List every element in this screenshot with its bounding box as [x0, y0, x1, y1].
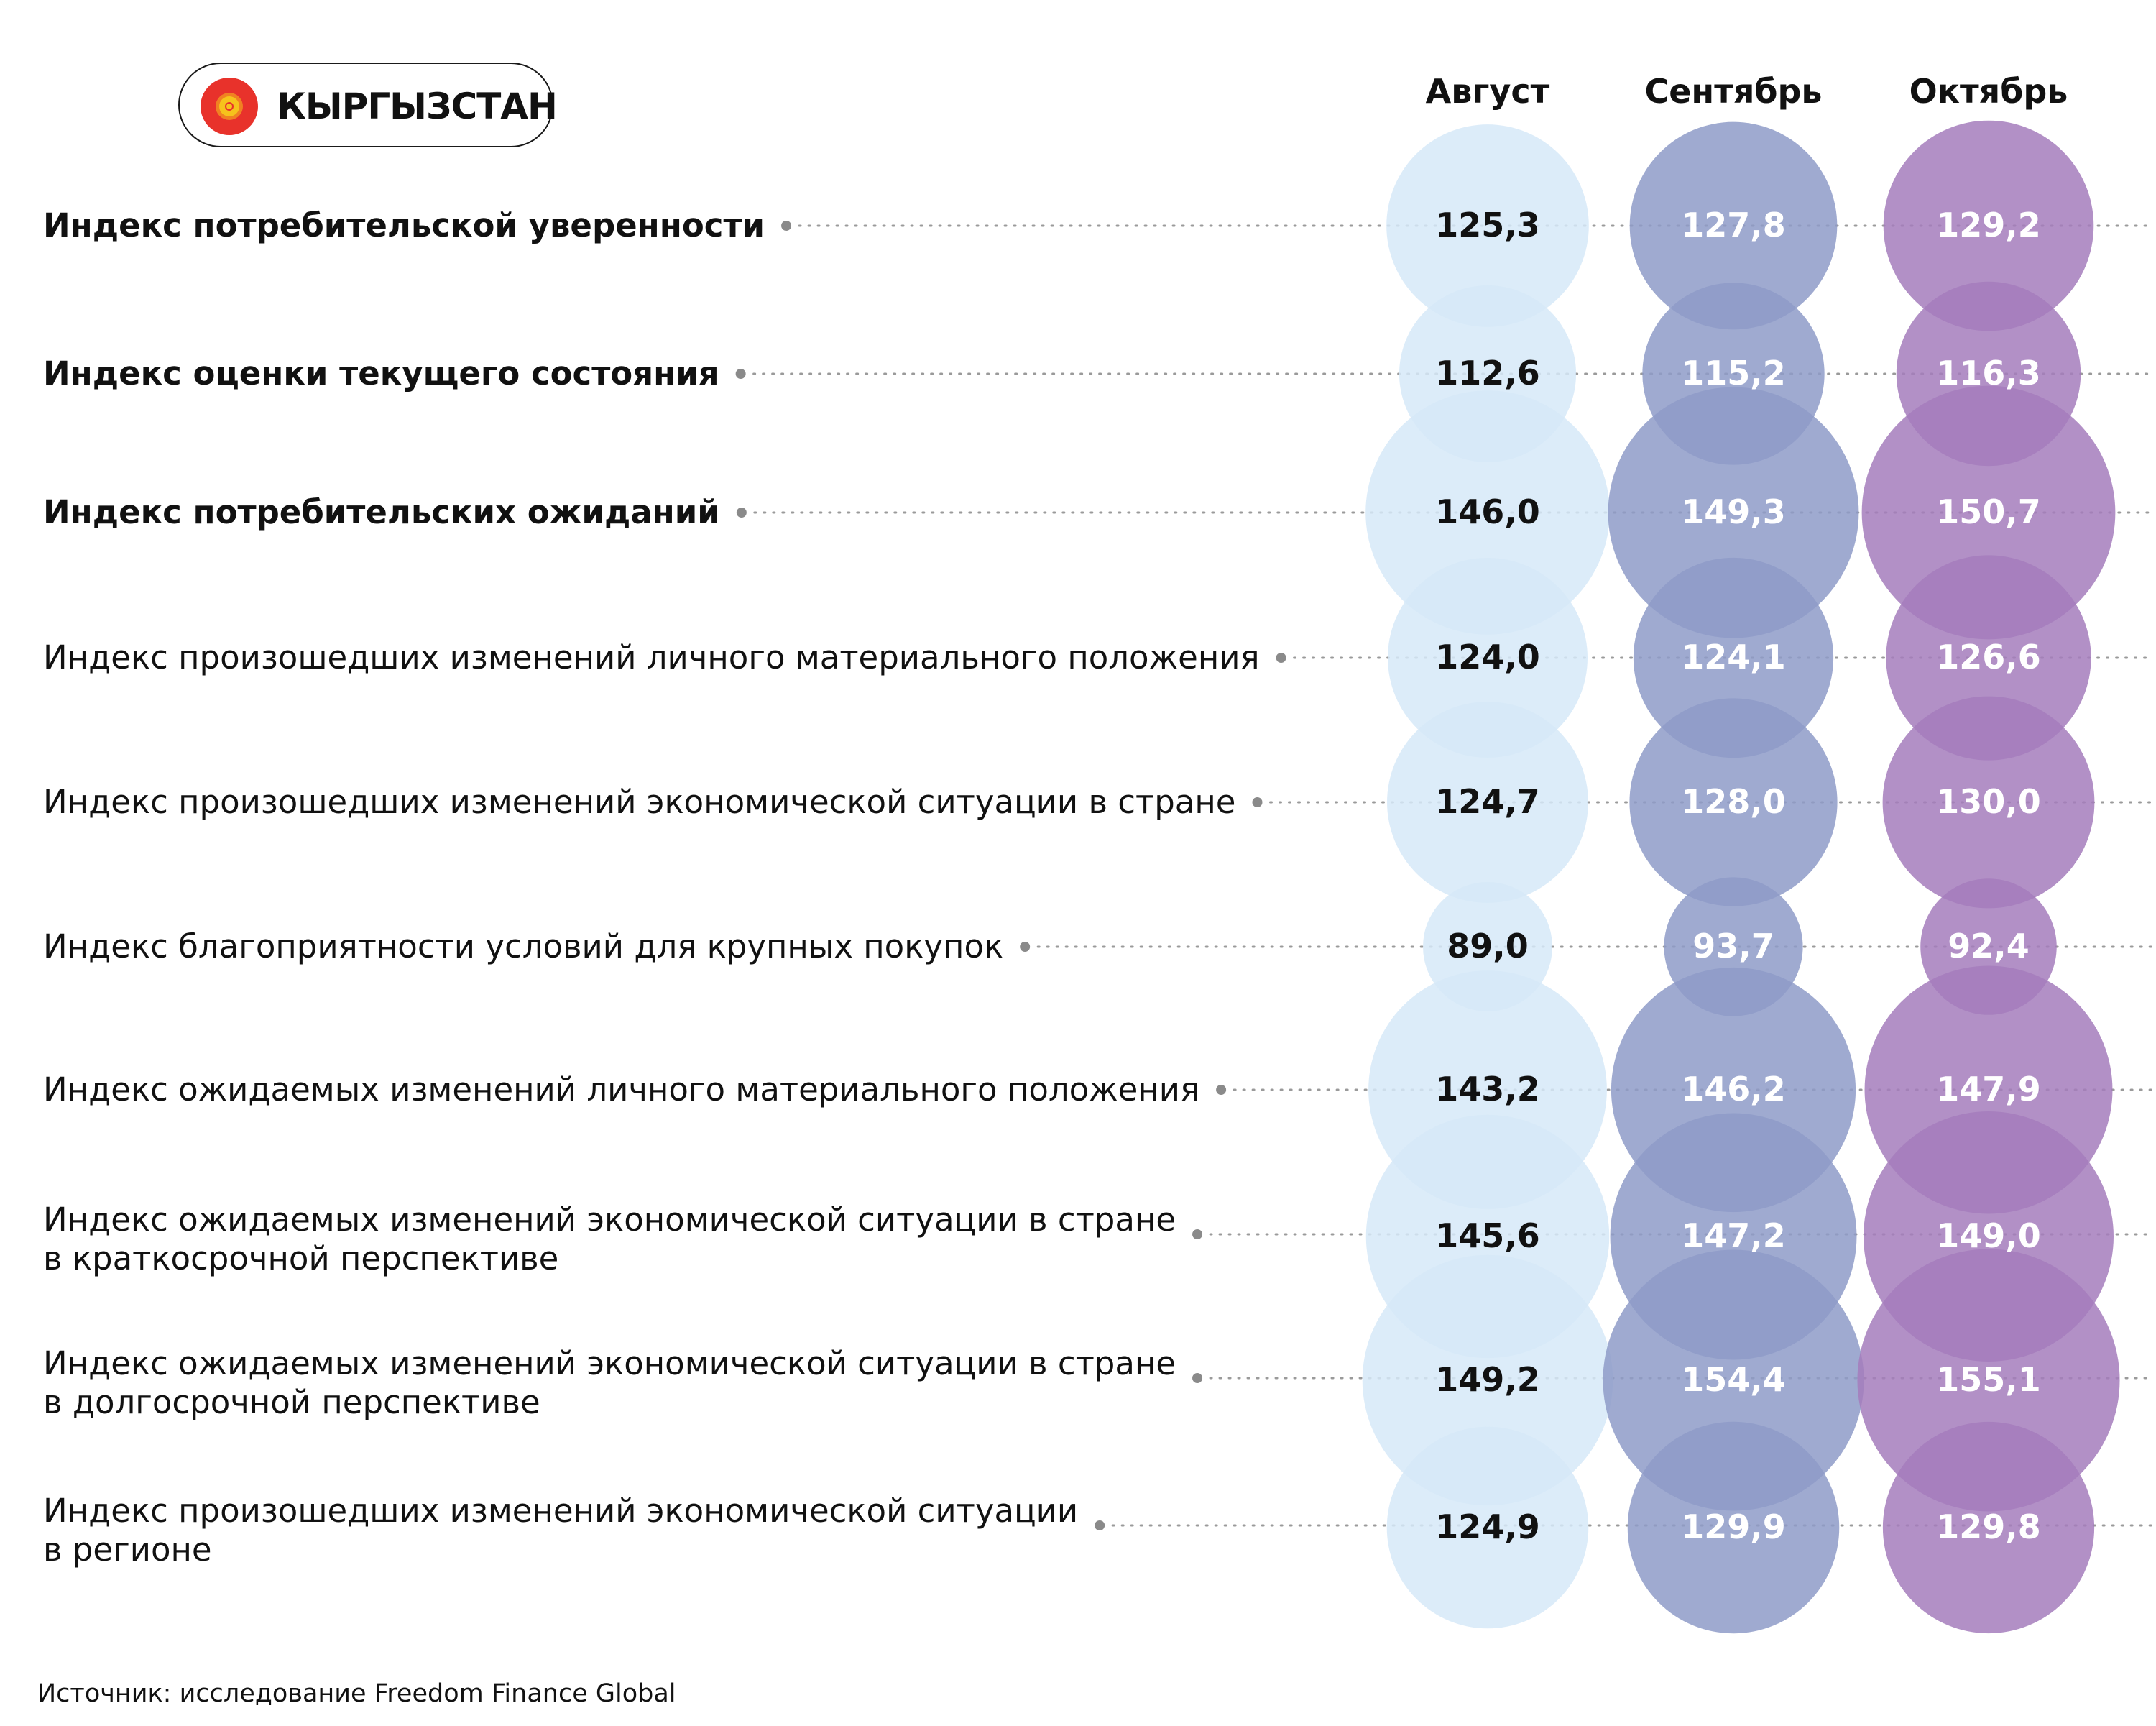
- row-label: Индекс потребительских ожиданий: [43, 493, 720, 531]
- leader-dot: [1192, 1373, 1203, 1383]
- data-label: 146,0: [1435, 492, 1540, 531]
- data-label: 149,3: [1681, 492, 1786, 531]
- data-label: 112,6: [1435, 354, 1540, 393]
- row-label: Индекс ожидаемых изменений экономической…: [43, 1201, 1176, 1239]
- kyrgyzstan-flag-icon: [201, 78, 258, 135]
- value-bubble: [1386, 1426, 1589, 1629]
- row-label: Индекс произошедших изменений личного ма…: [43, 638, 1260, 676]
- value-bubble: [1886, 555, 2091, 761]
- leader-dot: [1252, 797, 1263, 807]
- value-bubble: [1386, 124, 1589, 327]
- data-label: 130,0: [1936, 782, 2041, 821]
- column-header: Октябрь: [1909, 72, 2068, 111]
- leader-dot: [1020, 942, 1031, 952]
- data-label: 149,0: [1936, 1216, 2041, 1255]
- value-bubble: [1627, 1421, 1840, 1634]
- row-label: Индекс произошедших изменений экономичес…: [43, 783, 1236, 821]
- data-label: 93,7: [1692, 927, 1774, 965]
- value-bubble: [1388, 558, 1588, 758]
- value-bubble: [1633, 557, 1834, 758]
- value-bubble: [1387, 702, 1588, 903]
- row-label: в долгосрочной перспективе: [43, 1383, 540, 1421]
- row-label: Индекс ожидаемых изменений экономической…: [43, 1344, 1176, 1382]
- row-label: Индекс оценки текущего состояния: [43, 354, 719, 393]
- data-label: 143,2: [1435, 1070, 1540, 1108]
- text-layer: Август Сентябрь Октябрь Индекс потребительс…: [43, 72, 2068, 1569]
- data-label: 124,0: [1435, 638, 1540, 676]
- country-badge: [178, 63, 553, 147]
- value-bubble: [1629, 121, 1838, 330]
- leader-dot: [736, 508, 747, 518]
- value-bubble: [1365, 390, 1610, 635]
- source-note: Источник: исследование Freedom Finance G…: [37, 1679, 676, 1708]
- row-label: в регионе: [43, 1530, 212, 1569]
- data-label: 128,0: [1681, 782, 1786, 821]
- data-label: 147,2: [1681, 1216, 1786, 1255]
- leader-dot: [1276, 653, 1286, 663]
- data-label: 150,7: [1936, 492, 2041, 531]
- data-label: 126,6: [1936, 638, 2041, 676]
- data-label: 149,2: [1435, 1360, 1540, 1399]
- data-label: 145,6: [1435, 1216, 1540, 1255]
- data-label: 124,7: [1435, 782, 1540, 821]
- value-bubble: [1861, 385, 2116, 640]
- column-header: Сентябрь: [1644, 72, 1822, 111]
- data-label: 115,2: [1681, 354, 1786, 393]
- data-label: 124,1: [1681, 638, 1786, 676]
- flag-sun-icon: [219, 96, 239, 116]
- data-label: 129,9: [1681, 1507, 1786, 1546]
- data-label: 125,3: [1435, 206, 1540, 244]
- value-bubble: [1629, 698, 1838, 906]
- value-bubble: [1882, 1421, 2095, 1634]
- row-label: Индекс благоприятности условий для крупн…: [43, 927, 1003, 965]
- value-bubble: [1883, 120, 2094, 331]
- value-bubble: [1362, 1254, 1613, 1506]
- leader-dot: [781, 221, 792, 231]
- data-label: 129,2: [1936, 206, 2041, 244]
- data-label: 129,8: [1936, 1507, 2041, 1546]
- data-label: 116,3: [1936, 354, 2041, 393]
- data-label: 154,4: [1681, 1360, 1786, 1399]
- data-label: 146,2: [1681, 1070, 1786, 1108]
- data-label: 127,8: [1681, 206, 1786, 244]
- country-name: КЫРГЫЗСТАН: [277, 86, 558, 127]
- leader-dot: [1095, 1520, 1105, 1530]
- data-label: 92,4: [1948, 927, 2030, 965]
- row-label: Индекс потребительской уверенности: [43, 206, 765, 244]
- column-header: Август: [1426, 72, 1550, 111]
- row-label: Индекс произошедших изменений экономичес…: [43, 1492, 1078, 1530]
- data-label: 124,9: [1435, 1507, 1540, 1546]
- leader-dot: [735, 369, 746, 379]
- leader-dot: [1216, 1085, 1227, 1095]
- value-bubble: [1882, 696, 2095, 909]
- data-label: 89,0: [1447, 927, 1529, 965]
- value-bubble: [1608, 387, 1859, 638]
- row-label: в краткосрочной перспективе: [43, 1239, 558, 1277]
- data-label: 147,9: [1936, 1070, 2041, 1108]
- row-label: Индекс ожидаемых изменений личного матер…: [43, 1070, 1199, 1108]
- value-bubbles: [1362, 120, 2120, 1634]
- data-label: 155,1: [1936, 1360, 2041, 1399]
- leader-dot: [1192, 1229, 1203, 1239]
